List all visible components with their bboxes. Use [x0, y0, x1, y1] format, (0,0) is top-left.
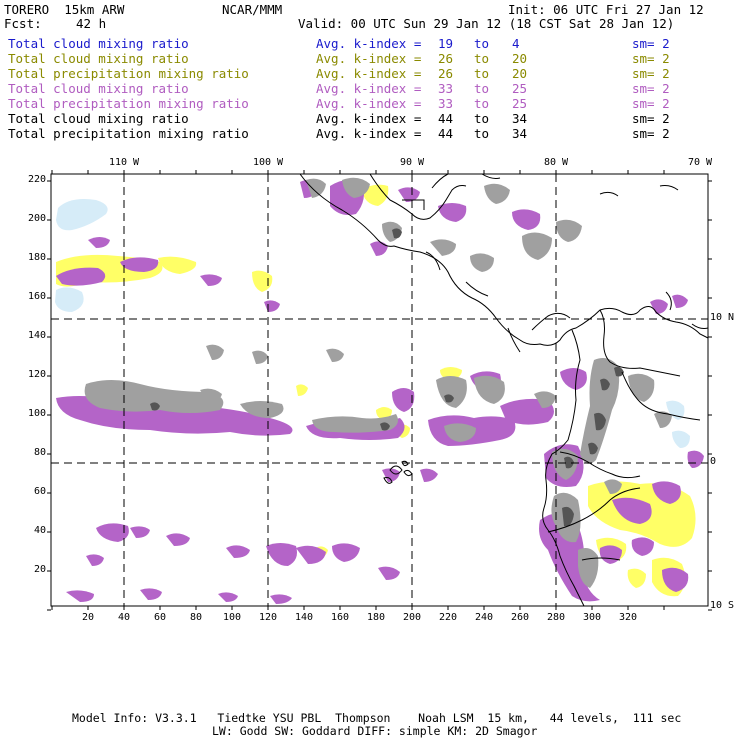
legend-field-name: Total precipitation mixing ratio [8, 66, 249, 81]
coastlines [299, 173, 709, 607]
model-info-line: Model Info: V3.3.1 Tiedtke YSU PBL Thomp… [72, 711, 682, 725]
y-tick-label: 60 [33, 486, 46, 497]
x-tick-label: 240 [474, 612, 494, 623]
legend-kindex-to: 25 [512, 96, 528, 111]
x-tick-label: 280 [546, 612, 566, 623]
legend-smoothing: sm= 2 [632, 126, 670, 141]
legend-kindex-label: Avg. k-index = [316, 81, 422, 96]
x-tick-label: 120 [258, 612, 278, 623]
latitude-label: 10 S [710, 600, 735, 611]
y-tick-label: 180 [27, 252, 46, 263]
legend-kindex-from: 26 [438, 51, 454, 66]
y-tick-label: 40 [33, 525, 46, 536]
legend-kindex-to-word: to [474, 96, 490, 111]
legend-smoothing: sm= 2 [632, 96, 670, 111]
legend-kindex-to: 34 [512, 111, 528, 126]
legend-row: Total cloud mixing ratio Avg. k-index = 33… [8, 81, 728, 96]
x-tick-label: 60 [153, 612, 167, 623]
legend-kindex-to: 4 [512, 36, 520, 51]
latitude-label: 0 [710, 456, 717, 467]
legend-smoothing: sm= 2 [632, 111, 670, 126]
axis-ticks [47, 170, 712, 611]
y-tick-label: 120 [27, 369, 46, 380]
x-tick-label: 320 [618, 612, 638, 623]
x-tick-label: 220 [438, 612, 458, 623]
legend-smoothing: sm= 2 [632, 51, 670, 66]
x-tick-label: 80 [189, 612, 203, 623]
x-tick-label: 200 [402, 612, 422, 623]
legend-row: Total precipitation mixing ratio Avg. k-i… [8, 96, 728, 111]
legend-kindex-label: Avg. k-index = [316, 36, 422, 51]
y-tick-label: 140 [27, 330, 46, 341]
legend-smoothing: sm= 2 [632, 81, 670, 96]
latitude-label: 10 N [710, 312, 735, 323]
legend-kindex-to-word: to [474, 81, 490, 96]
legend-row: Total precipitation mixing ratio Avg. k-i… [8, 126, 728, 141]
longitude-label: 110 W [108, 157, 140, 168]
x-tick-label: 300 [582, 612, 602, 623]
legend-kindex-from: 26 [438, 66, 454, 81]
x-tick-label: 160 [330, 612, 350, 623]
legend-kindex-label: Avg. k-index = [316, 126, 422, 141]
legend-kindex-to: 25 [512, 81, 528, 96]
legend-kindex-to-word: to [474, 51, 490, 66]
longitude-label: 90 W [399, 157, 425, 168]
longitude-label: 100 W [252, 157, 284, 168]
model-name: TORERO 15km ARW [4, 2, 125, 17]
y-tick-label: 160 [27, 291, 46, 302]
legend-row: Total cloud mixing ratio Avg. k-index = 44… [8, 111, 728, 126]
init-time: Init: 06 UTC Fri 27 Jan 12 [508, 2, 704, 17]
legend-kindex-to-word: to [474, 66, 490, 81]
legend-row: Total precipitation mixing ratio Avg. k-i… [8, 66, 728, 81]
physics-info-line: LW: Godd SW: Goddard DIFF: simple KM: 2D… [212, 724, 538, 738]
y-tick-label: 220 [27, 174, 46, 185]
legend-kindex-from: 44 [438, 126, 454, 141]
legend-kindex-label: Avg. k-index = [316, 111, 422, 126]
y-tick-label: 100 [27, 408, 46, 419]
x-tick-label: 140 [294, 612, 314, 623]
y-tick-label: 200 [27, 213, 46, 224]
y-tick-label: 80 [33, 447, 46, 458]
graticule [51, 174, 708, 606]
legend-kindex-to-word: to [474, 36, 490, 51]
legend-kindex-label: Avg. k-index = [316, 66, 422, 81]
cloud-gray-areas [84, 177, 672, 588]
legend-kindex-from: 33 [438, 96, 454, 111]
legend-kindex-to-word: to [474, 111, 490, 126]
legend-kindex-to: 34 [512, 126, 528, 141]
legend-smoothing: sm= 2 [632, 66, 670, 81]
legend-field-name: Total cloud mixing ratio [8, 36, 189, 51]
institution: NCAR/MMM [222, 2, 283, 17]
x-tick-label: 180 [366, 612, 386, 623]
legend-field-name: Total cloud mixing ratio [8, 111, 189, 126]
x-tick-label: 260 [510, 612, 530, 623]
longitude-label: 70 W [687, 157, 713, 168]
x-tick-label: 100 [222, 612, 242, 623]
legend-field-name: Total cloud mixing ratio [8, 81, 189, 96]
legend-kindex-label: Avg. k-index = [316, 51, 422, 66]
y-tick-label: 20 [33, 564, 46, 575]
x-tick-label: 20 [81, 612, 95, 623]
legend-kindex-from: 19 [438, 36, 454, 51]
legend-field-name: Total precipitation mixing ratio [8, 96, 249, 111]
legend-row: Total cloud mixing ratio Avg. k-index = 26… [8, 51, 728, 66]
forecast-label: Fcst: [4, 16, 42, 31]
forecast-hour: 42 h [76, 16, 107, 31]
cloud-dark-cores [150, 228, 624, 527]
legend-field-name: Total cloud mixing ratio [8, 51, 189, 66]
legend-smoothing: sm= 2 [632, 36, 670, 51]
light-cloud-areas [55, 199, 690, 448]
x-tick-label: 40 [117, 612, 131, 623]
legend-kindex-label: Avg. k-index = [316, 96, 422, 111]
legend-field-name: Total precipitation mixing ratio [8, 126, 249, 141]
legend-row: Total cloud mixing ratio Avg. k-index = 19… [8, 36, 728, 51]
legend-kindex-to-word: to [474, 126, 490, 141]
legend-kindex-from: 44 [438, 111, 454, 126]
legend-kindex-to: 20 [512, 51, 528, 66]
legend-kindex-to: 20 [512, 66, 528, 81]
longitude-label: 80 W [543, 157, 569, 168]
valid-time: Valid: 00 UTC Sun 29 Jan 12 (18 CST Sat … [298, 16, 675, 31]
legend-kindex-from: 33 [438, 81, 454, 96]
